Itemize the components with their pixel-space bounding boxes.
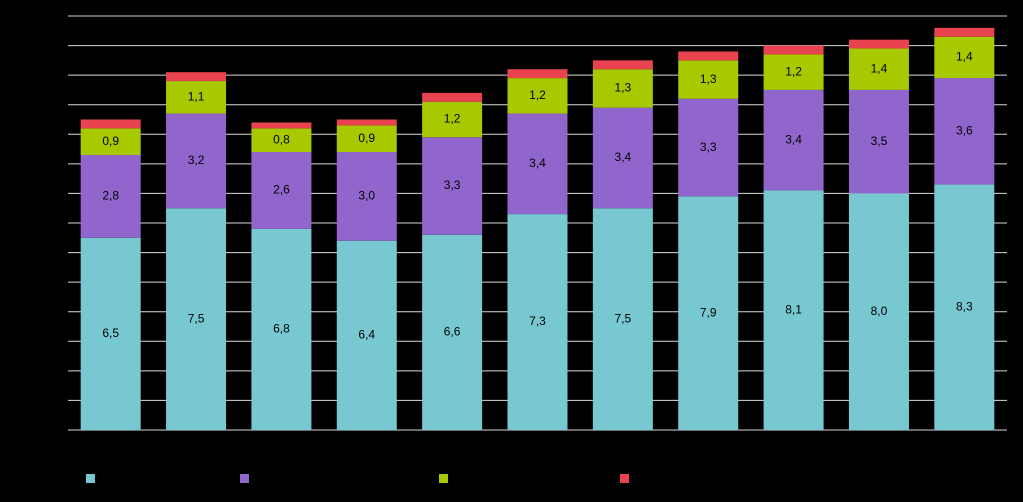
value-label: 6,6	[444, 325, 461, 339]
bar-segment	[251, 152, 312, 229]
bar-segment	[251, 122, 312, 129]
bar-segment	[934, 78, 995, 185]
bar-segment	[80, 237, 141, 430]
bar-segment	[763, 89, 824, 191]
value-label: 8,0	[871, 304, 888, 318]
value-label: 1,4	[956, 50, 973, 64]
value-label: 3,3	[444, 178, 461, 192]
value-label: 3,4	[785, 132, 802, 146]
bar-segment	[678, 51, 739, 61]
bar-segment	[251, 128, 312, 153]
legend-swatch	[620, 474, 629, 483]
legend-swatch	[240, 474, 249, 483]
bar-segment	[336, 240, 397, 430]
bar-segment	[251, 228, 312, 430]
value-label: 1,1	[188, 89, 205, 103]
value-label: 3,3	[700, 140, 717, 154]
bar-segment	[592, 208, 653, 430]
bar-segment	[166, 113, 227, 209]
bar-segment	[763, 54, 824, 90]
value-label: 1,3	[615, 81, 632, 95]
bar-segment	[848, 39, 909, 49]
bar-segment	[80, 128, 141, 155]
value-label: 0,8	[273, 132, 290, 146]
value-label: 7,3	[529, 314, 546, 328]
value-label: 2,8	[102, 189, 119, 203]
value-label: 6,5	[102, 326, 119, 340]
bar-segment	[166, 208, 227, 430]
bar-segment	[934, 184, 995, 430]
bar-segment	[422, 92, 483, 102]
value-label: 8,3	[956, 299, 973, 313]
value-label: 3,4	[615, 150, 632, 164]
bar-segment	[336, 119, 397, 126]
bar-segment	[507, 69, 568, 79]
bar-segment	[934, 36, 995, 79]
value-label: 3,6	[956, 124, 973, 138]
bar-segment	[848, 89, 909, 194]
value-label: 1,2	[785, 64, 802, 78]
value-label: 3,4	[529, 156, 546, 170]
value-label: 3,5	[871, 134, 888, 148]
bar-segment	[763, 45, 824, 55]
bar-segment	[422, 101, 483, 138]
bar-segment	[763, 190, 824, 430]
bar-segment	[166, 72, 227, 82]
value-label: 1,3	[700, 72, 717, 86]
bar-segment	[336, 125, 397, 153]
bar-segment	[507, 113, 568, 215]
bar-segment	[80, 119, 141, 129]
bar-segment	[678, 196, 739, 430]
value-label: 0,9	[102, 134, 119, 148]
bar-segment	[592, 60, 653, 70]
bar-segment	[848, 193, 909, 430]
value-label: 1,2	[444, 112, 461, 126]
bar-segment	[166, 81, 227, 114]
bar-segment	[848, 48, 909, 90]
value-label: 1,2	[529, 88, 546, 102]
value-label: 3,2	[188, 153, 205, 167]
value-label: 1,4	[871, 61, 888, 75]
bar-segment	[592, 69, 653, 108]
bar-segment	[422, 137, 483, 235]
value-label: 7,5	[188, 311, 205, 325]
bar-segment	[336, 152, 397, 241]
value-label: 8,1	[785, 302, 802, 316]
bar-segment	[80, 154, 141, 238]
bar-segment	[422, 234, 483, 430]
bar-segment	[507, 214, 568, 430]
value-label: 0,9	[358, 131, 375, 145]
legend-swatch	[86, 474, 95, 483]
bar-segment	[678, 98, 739, 197]
bar-segment	[592, 107, 653, 209]
value-label: 2,6	[273, 183, 290, 197]
value-label: 6,4	[358, 328, 375, 342]
value-label: 7,5	[615, 311, 632, 325]
bar-segment	[507, 78, 568, 114]
bar-segment	[678, 60, 739, 99]
legend-swatch	[439, 474, 448, 483]
value-label: 7,9	[700, 305, 717, 319]
value-label: 3,0	[358, 189, 375, 203]
bar-segment	[934, 27, 995, 37]
value-label: 6,8	[273, 322, 290, 336]
